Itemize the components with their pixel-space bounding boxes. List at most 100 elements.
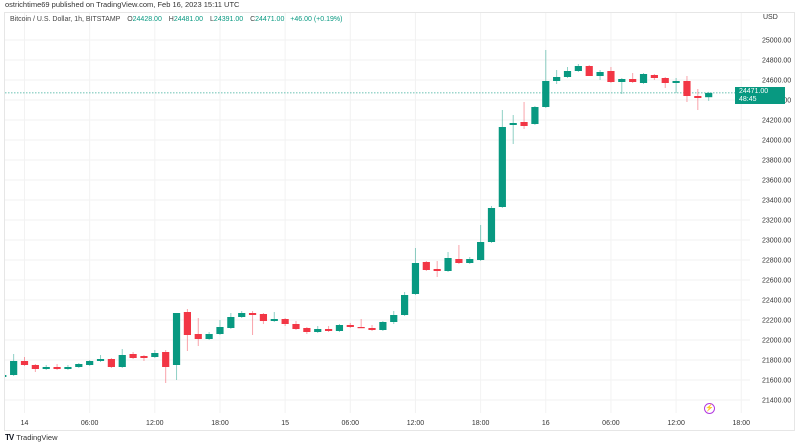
candle-body (324, 329, 333, 331)
candle[interactable] (531, 106, 539, 125)
candle[interactable] (585, 65, 593, 76)
candle[interactable] (140, 355, 148, 361)
candle[interactable] (455, 245, 463, 264)
candle[interactable] (292, 321, 300, 330)
candle[interactable] (574, 64, 582, 72)
candle[interactable] (10, 354, 18, 376)
candle-body (433, 269, 441, 271)
candle[interactable] (335, 324, 344, 332)
candle[interactable] (401, 292, 409, 316)
candle-body (455, 259, 463, 263)
price-tick-label: 24600.00 (762, 78, 791, 85)
price-tick-label: 24200.00 (762, 118, 791, 125)
candle[interactable] (477, 225, 485, 261)
candle[interactable] (20, 357, 29, 366)
candle[interactable] (390, 311, 398, 324)
candle[interactable] (618, 78, 626, 94)
candle[interactable] (563, 67, 572, 78)
candle[interactable] (379, 321, 387, 331)
candle[interactable] (487, 206, 496, 243)
candle[interactable] (694, 89, 702, 110)
candle[interactable] (368, 325, 376, 331)
candle[interactable] (357, 319, 365, 329)
candle-body (227, 317, 235, 328)
candle[interactable] (422, 261, 430, 271)
price-tick-label: 21600.00 (762, 378, 791, 385)
candle-body (444, 258, 452, 271)
price-tick-label: 24800.00 (762, 58, 791, 65)
candle[interactable] (542, 50, 550, 108)
candle[interactable] (705, 91, 713, 101)
chart-frame (4, 12, 795, 431)
last-price-badge: 24471.00 48:45 (735, 87, 785, 104)
candle[interactable] (205, 332, 213, 340)
candle[interactable] (172, 313, 181, 380)
candle-body (151, 353, 159, 357)
candle-body (596, 72, 604, 76)
candle[interactable] (129, 352, 137, 359)
candle[interactable] (520, 102, 528, 129)
candle[interactable] (151, 350, 159, 358)
price-tick-label: 24000.00 (762, 138, 791, 145)
candle[interactable] (433, 261, 441, 277)
price-tick-label: 21400.00 (762, 398, 791, 405)
candle[interactable] (346, 323, 354, 328)
candle[interactable] (466, 257, 474, 264)
candle-body (390, 315, 398, 322)
candle[interactable] (672, 78, 680, 93)
candle[interactable] (683, 76, 691, 102)
candle-body (118, 355, 126, 367)
candle[interactable] (248, 311, 257, 335)
candle[interactable] (107, 358, 115, 368)
candle[interactable] (238, 311, 246, 318)
candle[interactable] (183, 309, 191, 351)
candle[interactable] (259, 313, 268, 324)
candle-body (574, 66, 582, 71)
candle[interactable] (270, 312, 278, 322)
footer: TV TradingView (5, 433, 58, 442)
publisher-line: ostrichtime69 published on TradingView.c… (5, 0, 240, 9)
candle[interactable] (303, 327, 311, 334)
candle-body (520, 122, 528, 126)
candle[interactable] (53, 364, 61, 370)
candle[interactable] (639, 73, 648, 84)
candle[interactable] (96, 355, 105, 362)
time-axis[interactable]: 14 06:00 12:00 18:00 15 06:00 12:00 18:00 16 06:0… (21, 420, 751, 427)
candle-body (411, 263, 420, 294)
candle[interactable] (118, 349, 126, 368)
candle[interactable] (75, 363, 83, 368)
brand-name: TradingView (16, 433, 58, 442)
candle-body (140, 356, 148, 358)
candle[interactable] (509, 115, 517, 144)
candle[interactable] (86, 360, 94, 366)
candle[interactable] (650, 74, 658, 80)
candle[interactable] (162, 350, 170, 383)
candle[interactable] (324, 326, 333, 332)
candle[interactable] (227, 313, 235, 329)
candle[interactable] (607, 67, 615, 83)
symbol-name[interactable]: Bitcoin / U.S. Dollar, 1h, BITSTAMP (10, 16, 121, 23)
candle-body (368, 328, 376, 330)
candle[interactable] (629, 73, 637, 83)
candle[interactable] (216, 320, 224, 335)
candle[interactable] (194, 318, 202, 346)
candle[interactable] (661, 77, 669, 88)
candle[interactable] (64, 365, 72, 370)
candle[interactable] (31, 364, 39, 372)
open-value: 24428.00 (132, 16, 162, 23)
candle[interactable] (444, 252, 452, 272)
candle[interactable] (281, 318, 289, 326)
candle[interactable] (0, 374, 7, 378)
candle[interactable] (314, 326, 322, 333)
candle[interactable] (411, 248, 420, 295)
candle[interactable] (42, 365, 50, 370)
candle[interactable] (498, 110, 506, 208)
candle[interactable] (596, 70, 604, 80)
price-tick-label: 21800.00 (762, 358, 791, 365)
lightning-icon[interactable]: ⚡ (704, 403, 715, 414)
time-tick-label: 18:00 (211, 420, 229, 427)
price-tick-label: 22400.00 (762, 298, 791, 305)
candle-body (96, 359, 105, 361)
candle[interactable] (553, 70, 561, 84)
